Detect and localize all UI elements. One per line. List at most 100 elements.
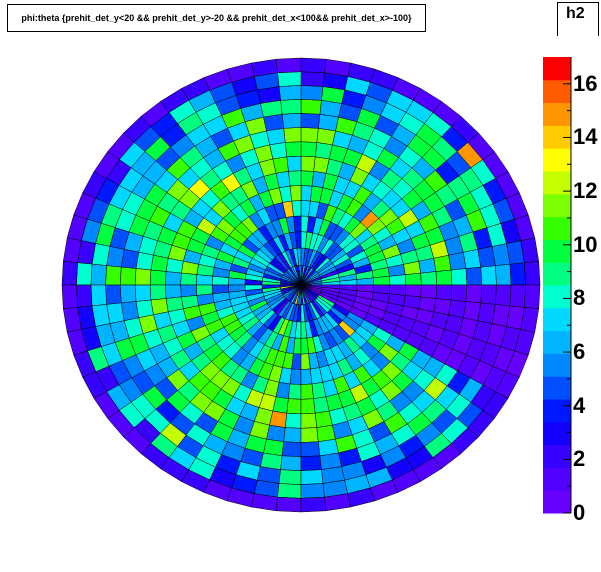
heatmap-cell [481, 266, 497, 285]
heatmap-cell [91, 264, 107, 285]
heatmap-cell [281, 99, 301, 114]
color-bar-segment [543, 422, 571, 445]
heatmap-cell [524, 261, 540, 285]
heatmap-cell [301, 58, 326, 73]
color-bar-segment [543, 57, 571, 80]
heatmap-cell [495, 285, 511, 306]
heatmap-cell [288, 171, 301, 186]
color-bar-segment [543, 194, 571, 217]
heatmap-cell [165, 272, 181, 286]
heatmap-cell [150, 285, 166, 300]
heatmap-cell [267, 425, 286, 442]
z-axis-tick-label: 14 [573, 124, 597, 150]
heatmap-cell [76, 263, 92, 285]
heatmap-cell [301, 428, 318, 443]
heatmap-cell [181, 273, 197, 285]
heatmap-cell [301, 156, 315, 171]
color-bar-segment [543, 80, 571, 103]
heatmap-cell [510, 285, 526, 307]
heatmap-cell [301, 497, 326, 512]
heatmap-cell [301, 186, 312, 202]
heatmap-cell [434, 299, 451, 315]
color-bar-segment [543, 399, 571, 422]
color-bar-segment [543, 262, 571, 285]
z-axis-tick-label: 6 [573, 339, 585, 365]
heatmap-cell [276, 497, 301, 512]
heatmap-cell [466, 285, 482, 303]
heatmap-cell [301, 99, 321, 114]
heatmap-cell [301, 171, 314, 186]
color-bar-segment [543, 467, 571, 490]
heatmap-cell [287, 156, 301, 171]
heatmap-cell [301, 142, 317, 157]
heatmap-cell [481, 285, 497, 304]
polar-cells [62, 58, 540, 512]
z-axis-tick-label: 10 [573, 232, 597, 258]
z-axis-tick-label: 12 [573, 178, 597, 204]
heatmap-cell [301, 456, 321, 471]
color-bar-segment [543, 490, 571, 513]
heatmap-cell [150, 270, 166, 285]
color-bar-segment [543, 308, 571, 331]
heatmap-cell [301, 85, 323, 100]
color-bar-segment [543, 285, 571, 308]
z-axis-tick-label: 16 [573, 71, 597, 97]
heatmap-cell [419, 297, 436, 312]
heatmap-cell [135, 285, 151, 302]
color-bar-segment [543, 353, 571, 376]
heatmap-cell [301, 113, 320, 128]
color-bar-segment [543, 103, 571, 126]
heatmap-cell [281, 456, 301, 471]
heatmap-cell [389, 285, 405, 295]
histogram-name: h2 [566, 5, 585, 23]
color-bar-segment [543, 239, 571, 262]
heatmap-cell [436, 285, 452, 300]
z-axis-tick-label: 4 [573, 393, 585, 419]
heatmap-cell [120, 285, 136, 303]
heatmap-cell [76, 285, 92, 307]
plot-title: phi:theta {prehit_det_y<20 && prehit_det… [21, 13, 411, 23]
heatmap-cell [301, 399, 315, 414]
z-axis-tick-label: 0 [573, 500, 585, 526]
heatmap-cell [495, 264, 511, 285]
heatmap-cell [276, 58, 301, 73]
heatmap-cell [451, 285, 467, 302]
heatmap-cell [524, 285, 540, 309]
heatmap-cell [373, 285, 390, 294]
heatmap-cell [62, 261, 78, 285]
heatmap-cell [301, 127, 318, 142]
heatmap-cell [181, 285, 197, 297]
heatmap-cell [106, 266, 122, 285]
heatmap-cell [301, 484, 325, 499]
heatmap-cell [279, 85, 301, 100]
heatmap-cell [151, 255, 168, 271]
color-bar-segment [543, 445, 571, 468]
heatmap-cell [287, 399, 301, 414]
heatmap-cell [166, 258, 183, 273]
heatmap-cell [196, 275, 212, 285]
heatmap-cell [284, 428, 301, 443]
heatmap-cell [91, 285, 107, 306]
heatmap-cell [279, 470, 301, 485]
color-bar-segment [543, 148, 571, 171]
heatmap-cell [270, 411, 287, 428]
color-bar-segment [543, 331, 571, 354]
heatmap-cell [120, 267, 136, 285]
z-axis-tick-label: 8 [573, 285, 585, 311]
heatmap-cell [282, 442, 301, 457]
heatmap-cell [315, 142, 332, 159]
heatmap-cell [405, 285, 421, 297]
heatmap-cell [212, 276, 229, 285]
z-axis-tick-label: 2 [573, 446, 585, 472]
heatmap-cell [436, 270, 452, 285]
color-bar-segment [543, 217, 571, 240]
color-bar-segment [543, 376, 571, 399]
heatmap-cell [421, 272, 437, 286]
heatmap-cell [285, 413, 301, 428]
heatmap-cell [301, 413, 317, 428]
heatmap-cell [136, 252, 153, 270]
heatmap-cell [292, 354, 301, 370]
heatmap-cell [165, 285, 181, 299]
heatmap-cell [301, 470, 323, 485]
